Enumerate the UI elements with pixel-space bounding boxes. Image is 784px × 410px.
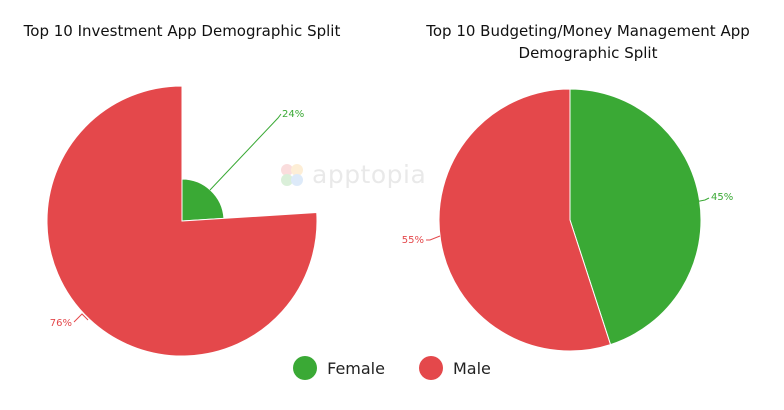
- legend: Female Male: [0, 356, 784, 380]
- pie-slice-female[interactable]: [569, 88, 702, 346]
- leader-line-female: [209, 113, 282, 191]
- pie-slice-male[interactable]: [46, 85, 318, 357]
- leader-line-female: [679, 197, 710, 206]
- data-label-male: 76%: [50, 318, 72, 329]
- legend-item-female[interactable]: Female: [293, 356, 385, 380]
- apptopia-logo-icon: [281, 163, 303, 186]
- legend-label-male: Male: [452, 358, 491, 378]
- chart-title-investment: Top 10 Investment App Demographic Split: [23, 22, 341, 40]
- pie-slice-male[interactable]: [438, 88, 612, 352]
- watermark-text: apptopia: [312, 160, 427, 189]
- legend-label-female: Female: [327, 358, 385, 378]
- legend-item-male[interactable]: Male: [418, 356, 491, 380]
- chart-title-budgeting: Top 10 Budgeting/Money Management App De…: [426, 22, 750, 62]
- leader-line-male: [73, 313, 89, 323]
- leader-line-male: [426, 235, 441, 241]
- legend-swatch-male: [418, 356, 443, 380]
- pie-investment: 24% 76%: [46, 85, 318, 357]
- pie-slice-female[interactable]: [181, 178, 225, 222]
- data-label-female: 45%: [711, 192, 733, 203]
- apptopia-watermark: apptopia: [278, 160, 426, 189]
- legend-swatch-female: [293, 356, 318, 380]
- pie-budgeting: 45% 55%: [402, 88, 733, 352]
- data-label-male: 55%: [402, 235, 424, 246]
- data-label-female: 24%: [282, 109, 304, 120]
